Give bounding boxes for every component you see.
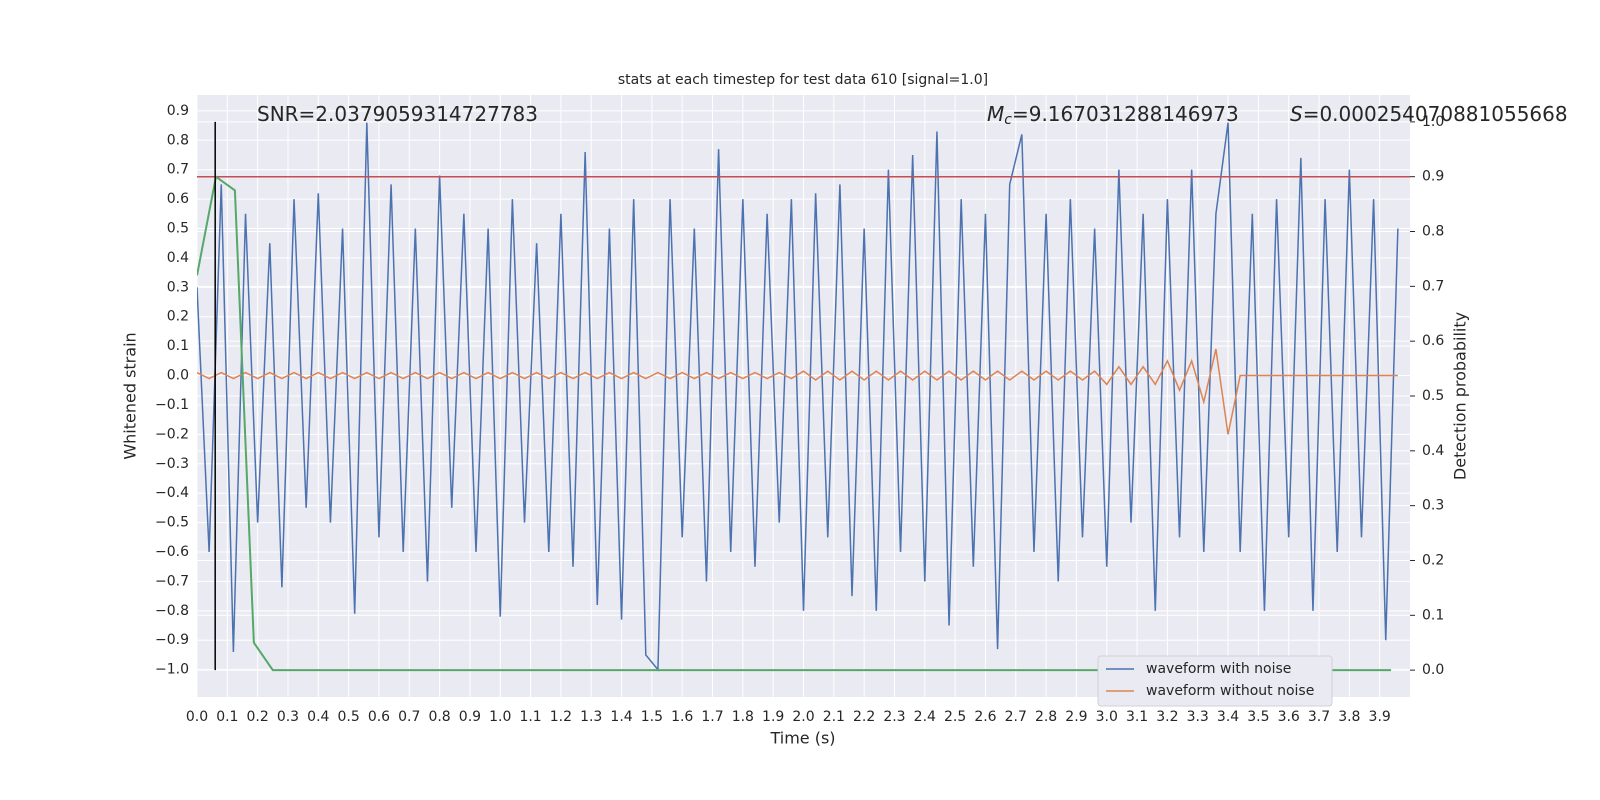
x-tick-label: 1.8 bbox=[732, 709, 754, 725]
annotation-subscript: c bbox=[1004, 112, 1012, 128]
series-line bbox=[197, 122, 1399, 672]
y2-tick-label: 0.7 bbox=[1422, 278, 1444, 294]
probability-line bbox=[197, 174, 1392, 672]
x-tick-label: 3.1 bbox=[1126, 709, 1148, 725]
x-tick-label: 0.4 bbox=[307, 709, 329, 725]
y-tick-label: 0.0 bbox=[167, 368, 189, 384]
legend-label: waveform with noise bbox=[1146, 661, 1291, 677]
y-tick-label: −0.3 bbox=[155, 456, 189, 472]
x-tick-label: 3.2 bbox=[1156, 709, 1178, 725]
y2-tick-label: 0.3 bbox=[1422, 498, 1444, 514]
x-tick-label: 2.3 bbox=[883, 709, 905, 725]
y2-tick-label: 0.4 bbox=[1422, 443, 1444, 459]
y-tick-label: 0.2 bbox=[167, 309, 189, 325]
x-tick-label: 0.9 bbox=[459, 709, 481, 725]
legend-label: waveform without noise bbox=[1146, 683, 1314, 699]
annotation: S=0.000254070881055668 bbox=[1290, 102, 1568, 126]
y-tick-label: 0.4 bbox=[167, 250, 189, 266]
x-tick-label: 0.1 bbox=[216, 709, 238, 725]
plot-marks bbox=[197, 121, 1410, 672]
y-tick-label: −0.2 bbox=[155, 426, 189, 442]
series-line bbox=[197, 348, 1398, 435]
x-tick-label: 2.6 bbox=[974, 709, 996, 725]
x-tick-label: 3.9 bbox=[1369, 709, 1391, 725]
x-tick-label: 3.0 bbox=[1096, 709, 1118, 725]
y-tick-label: −0.5 bbox=[155, 515, 189, 531]
x-tick-label: 1.1 bbox=[519, 709, 541, 725]
x-tick-label: 2.5 bbox=[944, 709, 966, 725]
y-tick-label: 0.5 bbox=[167, 221, 189, 237]
x-tick-label: 3.6 bbox=[1278, 709, 1300, 725]
y2-tick-label: 0.9 bbox=[1422, 169, 1444, 185]
x-tick-label: 2.9 bbox=[1065, 709, 1087, 725]
x-tick-label: 0.3 bbox=[277, 709, 299, 725]
x-tick-label: 0.6 bbox=[368, 709, 390, 725]
x-tick-label: 0.0 bbox=[186, 709, 208, 725]
y-tick-label: −0.9 bbox=[155, 632, 189, 648]
annotation-text: =0.000254070881055668 bbox=[1303, 102, 1568, 126]
x-tick-label: 3.5 bbox=[1247, 709, 1269, 725]
x-tick-label: 3.4 bbox=[1217, 709, 1239, 725]
x-tick-label: 3.3 bbox=[1187, 709, 1209, 725]
y-tick-label: 0.8 bbox=[167, 132, 189, 148]
x-tick-label: 0.8 bbox=[428, 709, 450, 725]
x-tick-label: 1.2 bbox=[550, 709, 572, 725]
x-tick-label: 2.2 bbox=[853, 709, 875, 725]
x-tick-label: 1.9 bbox=[762, 709, 784, 725]
x-tick-label: 2.4 bbox=[914, 709, 936, 725]
y2-tick-label: 0.6 bbox=[1422, 333, 1444, 349]
x-tick-label: 1.3 bbox=[580, 709, 602, 725]
y-axis-label: Whitened strain bbox=[121, 332, 140, 459]
y2-tick-label: 0.0 bbox=[1422, 662, 1444, 678]
legend: waveform with noise waveform without nois… bbox=[1097, 655, 1333, 707]
x-tick-label: 2.1 bbox=[823, 709, 845, 725]
annotation-text: SNR=2.0379059314727783 bbox=[257, 102, 538, 126]
x-tick-label: 0.5 bbox=[337, 709, 359, 725]
x-axis-label: Time (s) bbox=[769, 729, 835, 748]
chart-title: stats at each timestep for test data 610… bbox=[618, 72, 988, 88]
y2-tick-label: 0.2 bbox=[1422, 552, 1444, 568]
y-tick-label: 0.3 bbox=[167, 279, 189, 295]
y2-tick-label: 0.1 bbox=[1422, 607, 1444, 623]
y-tick-label: −0.8 bbox=[155, 603, 189, 619]
y-tick-label: −0.7 bbox=[155, 573, 189, 589]
x-tick-label: 1.5 bbox=[641, 709, 663, 725]
x-tick-label: 1.7 bbox=[701, 709, 723, 725]
annotation-symbol: S bbox=[1290, 102, 1303, 126]
annotation-symbol: M bbox=[987, 102, 1004, 126]
annotation: Mc=9.167031288146973 bbox=[987, 102, 1239, 129]
x-tick-label: 1.6 bbox=[671, 709, 693, 725]
x-tick-label: 1.0 bbox=[489, 709, 511, 725]
x-tick-label: 2.7 bbox=[1005, 709, 1027, 725]
y-tick-label: −0.4 bbox=[155, 485, 189, 501]
x-tick-label: 3.8 bbox=[1338, 709, 1360, 725]
legend-box bbox=[1097, 655, 1333, 707]
y-tick-label: −1.0 bbox=[155, 662, 189, 678]
y2-tick-label: 1.0 bbox=[1422, 114, 1444, 130]
y2-tick-label: 0.5 bbox=[1422, 388, 1444, 404]
x-tick-label: 2.0 bbox=[792, 709, 814, 725]
y2-axis-label: Detection probability bbox=[1451, 312, 1470, 480]
y-tick-label: 0.7 bbox=[167, 162, 189, 178]
y-tick-label: 0.1 bbox=[167, 338, 189, 354]
annotation-text: =9.167031288146973 bbox=[1012, 102, 1239, 126]
annotation: SNR=2.0379059314727783 bbox=[257, 102, 538, 126]
x-tick-label: 3.7 bbox=[1308, 709, 1330, 725]
y-tick-label: −0.6 bbox=[155, 544, 189, 560]
x-tick-label: 1.4 bbox=[610, 709, 632, 725]
y2-tick-label: 0.8 bbox=[1422, 224, 1444, 240]
y-tick-label: −0.1 bbox=[155, 397, 189, 413]
x-tick-label: 0.2 bbox=[247, 709, 269, 725]
x-tick-label: 0.7 bbox=[398, 709, 420, 725]
y-tick-label: 0.9 bbox=[167, 103, 189, 119]
x-tick-label: 2.8 bbox=[1035, 709, 1057, 725]
y-tick-label: 0.6 bbox=[167, 191, 189, 207]
